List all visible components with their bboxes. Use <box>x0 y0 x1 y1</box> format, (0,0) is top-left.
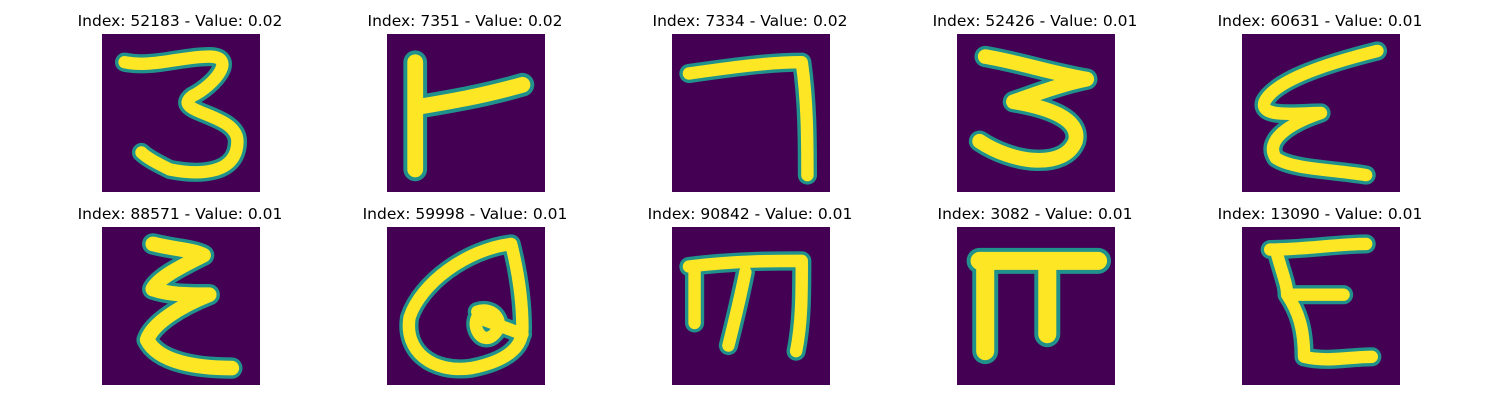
panel-1: Index: 52183 - Value: 0.02 <box>50 10 310 192</box>
panel-title: Index: 52183 - Value: 0.02 <box>77 12 283 30</box>
glyph-stroke <box>399 234 533 379</box>
panel-5: Index: 60631 - Value: 0.01 <box>1190 10 1450 192</box>
glyph-stroke <box>1254 41 1388 185</box>
glyph-stroke <box>1260 234 1382 369</box>
digit-image <box>672 227 830 385</box>
panel-title: Index: 59998 - Value: 0.01 <box>362 205 568 223</box>
digit-image <box>957 34 1115 192</box>
digit-image <box>102 34 260 192</box>
digit-image <box>1242 34 1400 192</box>
digit-image <box>672 34 830 192</box>
panel-10: Index: 13090 - Value: 0.01 <box>1190 203 1450 385</box>
panel-4: Index: 52426 - Value: 0.01 <box>905 10 1165 192</box>
panel-3: Index: 7334 - Value: 0.02 <box>620 10 880 192</box>
panel-9: Index: 3082 - Value: 0.01 <box>905 203 1165 385</box>
digit-image <box>102 227 260 385</box>
panel-2: Index: 7351 - Value: 0.02 <box>335 10 595 192</box>
panel-title: Index: 52426 - Value: 0.01 <box>932 12 1138 30</box>
panel-6: Index: 88571 - Value: 0.01 <box>50 203 310 385</box>
panel-7: Index: 59998 - Value: 0.01 <box>335 203 595 385</box>
glyph-stroke <box>966 247 1112 365</box>
panel-title: Index: 60631 - Value: 0.01 <box>1217 12 1423 30</box>
panel-title: Index: 7351 - Value: 0.02 <box>367 12 563 30</box>
glyph-stroke <box>679 251 812 361</box>
glyph-stroke <box>679 52 818 185</box>
panel-title: Index: 88571 - Value: 0.01 <box>77 205 283 223</box>
glyph-stroke <box>136 233 243 379</box>
digit-image <box>957 227 1115 385</box>
panel-title: Index: 7334 - Value: 0.02 <box>652 12 848 30</box>
digit-image <box>1242 227 1400 385</box>
digit-image <box>387 34 545 192</box>
panel-title: Index: 13090 - Value: 0.01 <box>1217 205 1423 223</box>
panel-title: Index: 90842 - Value: 0.01 <box>647 205 853 223</box>
panel-title: Index: 3082 - Value: 0.01 <box>937 205 1133 223</box>
digit-image <box>387 227 545 385</box>
glyph-stroke <box>114 46 248 182</box>
panel-8: Index: 90842 - Value: 0.01 <box>620 203 880 385</box>
glyph-stroke <box>968 45 1098 171</box>
glyph-stroke <box>403 50 535 182</box>
